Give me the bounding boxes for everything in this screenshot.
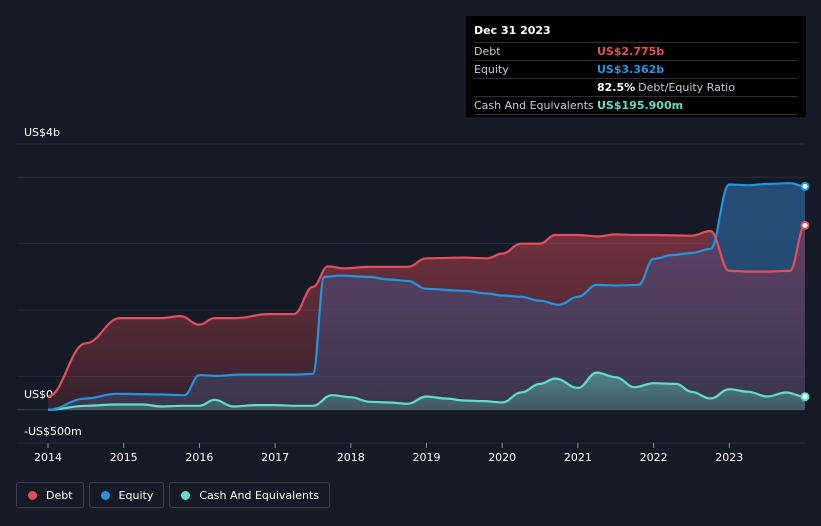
x-tick-label: 2018	[337, 451, 365, 464]
chart-areas	[48, 183, 805, 410]
chart-lines	[47, 182, 807, 411]
equity-over-debt-area	[710, 183, 805, 272]
equity-area	[48, 183, 805, 410]
x-tick-label: 2022	[640, 451, 668, 464]
equity-line	[47, 182, 806, 411]
cash-end-marker[interactable]	[800, 392, 810, 402]
x-tick-label: 2020	[488, 451, 516, 464]
tooltip-date: Dec 31 2023	[474, 20, 798, 43]
x-tick-label: 2014	[34, 451, 62, 464]
x-tick-label: 2019	[413, 451, 441, 464]
legend-equity-dot-icon	[100, 490, 110, 500]
debt-end-marker[interactable]	[800, 220, 810, 230]
tooltip-ratio-spacer	[474, 80, 597, 96]
tooltip: Dec 31 2023 Debt US$2.775b Equity US$3.3…	[466, 16, 806, 117]
y-axis-bottom-label: -US$500m	[24, 425, 82, 438]
x-tick-label: 2021	[564, 451, 592, 464]
y-axis-top-label: US$4b	[24, 126, 60, 139]
legend: Debt Equity Cash And Equivalents	[16, 482, 330, 508]
tooltip-cash-label: Cash And Equivalents	[474, 99, 594, 112]
tooltip-row-equity: Equity US$3.362b	[474, 61, 798, 79]
tooltip-row-ratio: 82.5% Debt/Equity Ratio	[474, 79, 798, 97]
tooltip-equity-label: Equity	[474, 63, 509, 76]
legend-cash-label: Cash And Equivalents	[199, 488, 319, 502]
tooltip-equity-value: US$3.362b	[597, 63, 665, 76]
tooltip-ratio-label: Debt/Equity Ratio	[638, 81, 735, 94]
tooltip-row-cash: Cash And Equivalents US$195.900m	[474, 97, 798, 115]
x-axis-ticks: 2014 2015 2016 2017 2018 2019 2020 2021 2022 2023	[34, 443, 743, 464]
x-tick-label: 2016	[185, 451, 213, 464]
legend-debt-dot-icon	[28, 490, 37, 500]
legend-debt-label: Debt	[46, 488, 73, 502]
equity-end-marker[interactable]	[800, 181, 810, 191]
legend-item-equity[interactable]: Equity	[88, 482, 165, 508]
cash-area	[48, 372, 805, 410]
legend-item-debt[interactable]: Debt	[16, 482, 84, 508]
tooltip-debt-value: US$2.775b	[597, 45, 665, 58]
x-tick-label: 2023	[715, 451, 743, 464]
x-tick-label: 2017	[261, 451, 289, 464]
legend-cash-dot-icon	[181, 490, 191, 500]
x-tick-label: 2015	[110, 451, 138, 464]
y-axis-zero-label: US$0	[24, 388, 53, 401]
tooltip-row-debt: Debt US$2.775b	[474, 43, 798, 61]
debt-line	[47, 224, 807, 398]
legend-equity-label: Equity	[118, 488, 154, 502]
legend-item-cash[interactable]: Cash And Equivalents	[169, 482, 330, 508]
tooltip-debt-label: Debt	[474, 45, 501, 58]
cash-line	[47, 371, 806, 411]
tooltip-cash-value: US$195.900m	[597, 99, 684, 112]
chart-end-markers	[800, 181, 810, 402]
tooltip-ratio-value: 82.5%	[597, 81, 636, 94]
